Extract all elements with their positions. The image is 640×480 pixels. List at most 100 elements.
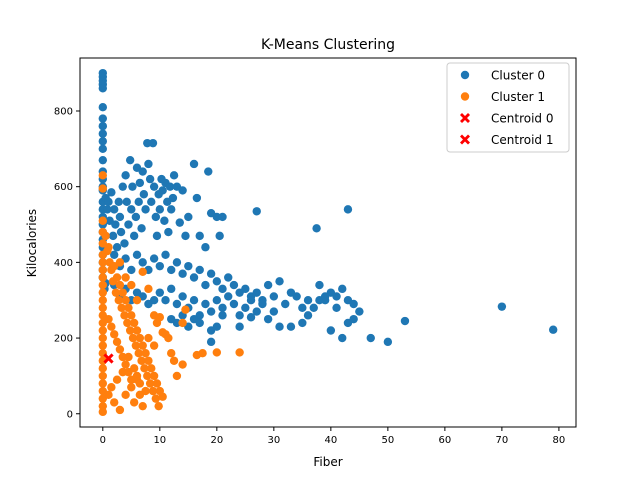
- data-point-cluster-0: [332, 303, 341, 312]
- data-point-cluster-0: [206, 337, 216, 347]
- legend-label: Cluster 0: [491, 69, 545, 83]
- data-point-cluster-0: [155, 261, 165, 271]
- data-point-cluster-1: [158, 392, 167, 401]
- data-point-cluster-0: [124, 220, 133, 229]
- data-point-cluster-0: [158, 186, 167, 195]
- data-point-cluster-0: [107, 188, 116, 197]
- data-point-cluster-1: [134, 349, 143, 358]
- data-point-cluster-1: [135, 333, 145, 343]
- data-point-cluster-0: [235, 311, 244, 320]
- data-point-cluster-0: [252, 307, 261, 316]
- y-tick-label: 600: [54, 182, 73, 193]
- data-point-cluster-1: [98, 326, 108, 335]
- data-point-cluster-0: [252, 288, 261, 297]
- data-point-cluster-1: [115, 405, 125, 415]
- data-point-cluster-0: [303, 296, 313, 305]
- data-point-cluster-0: [258, 299, 267, 309]
- plot-frame: [79, 57, 577, 428]
- data-point-cluster-1: [167, 349, 176, 358]
- data-point-cluster-0: [155, 288, 165, 297]
- data-point-cluster-1: [98, 258, 108, 267]
- data-point-cluster-0: [343, 205, 353, 214]
- x-tick-label: 10: [153, 435, 166, 446]
- data-point-cluster-0: [104, 197, 113, 207]
- data-point-cluster-0: [309, 303, 318, 312]
- data-point-cluster-1: [98, 184, 108, 193]
- x-tick-label: 40: [324, 435, 337, 446]
- data-point-cluster-0: [178, 292, 187, 301]
- data-point-cluster-1: [98, 265, 108, 275]
- data-point-cluster-0: [116, 227, 126, 237]
- data-point-cluster-0: [98, 84, 108, 93]
- data-point-cluster-1: [121, 390, 130, 400]
- legend-box: [446, 62, 570, 153]
- data-point-cluster-0: [98, 103, 108, 112]
- data-point-cluster-0: [164, 227, 173, 237]
- data-point-cluster-1: [178, 360, 187, 369]
- data-point-cluster-1: [127, 280, 136, 290]
- data-point-cluster-0: [120, 239, 129, 248]
- data-point-cluster-0: [103, 205, 112, 214]
- data-point-cluster-0: [138, 258, 147, 267]
- data-point-cluster-1: [212, 348, 222, 357]
- data-point-cluster-0: [111, 220, 120, 229]
- data-point-cluster-0: [149, 182, 159, 191]
- x-tick-label: 50: [381, 435, 394, 446]
- data-point-cluster-0: [148, 138, 158, 148]
- data-point-cluster-1: [98, 216, 108, 225]
- chart-title: K-Means Clustering: [261, 37, 395, 53]
- data-point-cluster-1: [129, 364, 139, 373]
- data-point-cluster-1: [178, 318, 187, 328]
- data-point-cluster-1: [152, 379, 162, 388]
- data-point-cluster-0: [275, 277, 284, 286]
- data-point-cluster-0: [160, 216, 169, 225]
- data-point-cluster-0: [149, 254, 159, 263]
- data-point-cluster-1: [121, 360, 130, 369]
- data-point-cluster-0: [275, 322, 284, 331]
- data-point-cluster-1: [141, 349, 150, 358]
- data-point-cluster-1: [118, 352, 127, 362]
- data-point-cluster-1: [129, 318, 139, 328]
- centroid-marker-3: [103, 353, 114, 364]
- data-point-cluster-0: [98, 144, 108, 154]
- data-point-cluster-0: [206, 307, 216, 316]
- data-point-cluster-0: [110, 250, 119, 259]
- data-point-cluster-1: [145, 379, 155, 388]
- data-point-cluster-0: [332, 292, 341, 301]
- x-axis-label: Fiber: [313, 455, 342, 469]
- data-point-cluster-1: [98, 364, 108, 373]
- legend-marker: [460, 134, 470, 145]
- x-tick-label: 0: [100, 435, 106, 446]
- data-point-cluster-1: [131, 341, 141, 350]
- data-point-cluster-0: [137, 224, 146, 233]
- data-point-cluster-0: [292, 292, 301, 301]
- data-point-cluster-1: [172, 371, 182, 381]
- data-point-cluster-0: [269, 307, 279, 316]
- data-point-cluster-0: [497, 302, 507, 311]
- data-point-cluster-1: [138, 267, 147, 277]
- data-point-cluster-0: [212, 296, 222, 305]
- points-layer: [98, 68, 558, 417]
- data-point-cluster-1: [98, 296, 108, 305]
- data-point-cluster-0: [252, 207, 261, 216]
- data-point-cluster-0: [235, 322, 244, 331]
- data-point-cluster-0: [98, 155, 108, 165]
- data-point-cluster-0: [122, 197, 131, 207]
- data-point-cluster-0: [172, 258, 182, 267]
- data-point-cluster-0: [98, 114, 108, 123]
- data-point-cluster-0: [286, 322, 296, 331]
- data-point-cluster-0: [167, 205, 176, 214]
- data-point-cluster-0: [135, 178, 145, 188]
- data-point-cluster-1: [154, 401, 163, 411]
- data-point-cluster-0: [151, 212, 161, 222]
- data-point-cluster-0: [189, 273, 199, 282]
- legend-marker: [460, 70, 470, 80]
- data-point-cluster-0: [98, 129, 108, 138]
- data-point-cluster-0: [218, 212, 227, 222]
- data-point-cluster-0: [181, 231, 190, 241]
- data-point-cluster-1: [148, 386, 158, 396]
- data-point-cluster-0: [172, 299, 182, 309]
- data-point-cluster-1: [98, 333, 108, 343]
- data-point-cluster-0: [108, 231, 118, 241]
